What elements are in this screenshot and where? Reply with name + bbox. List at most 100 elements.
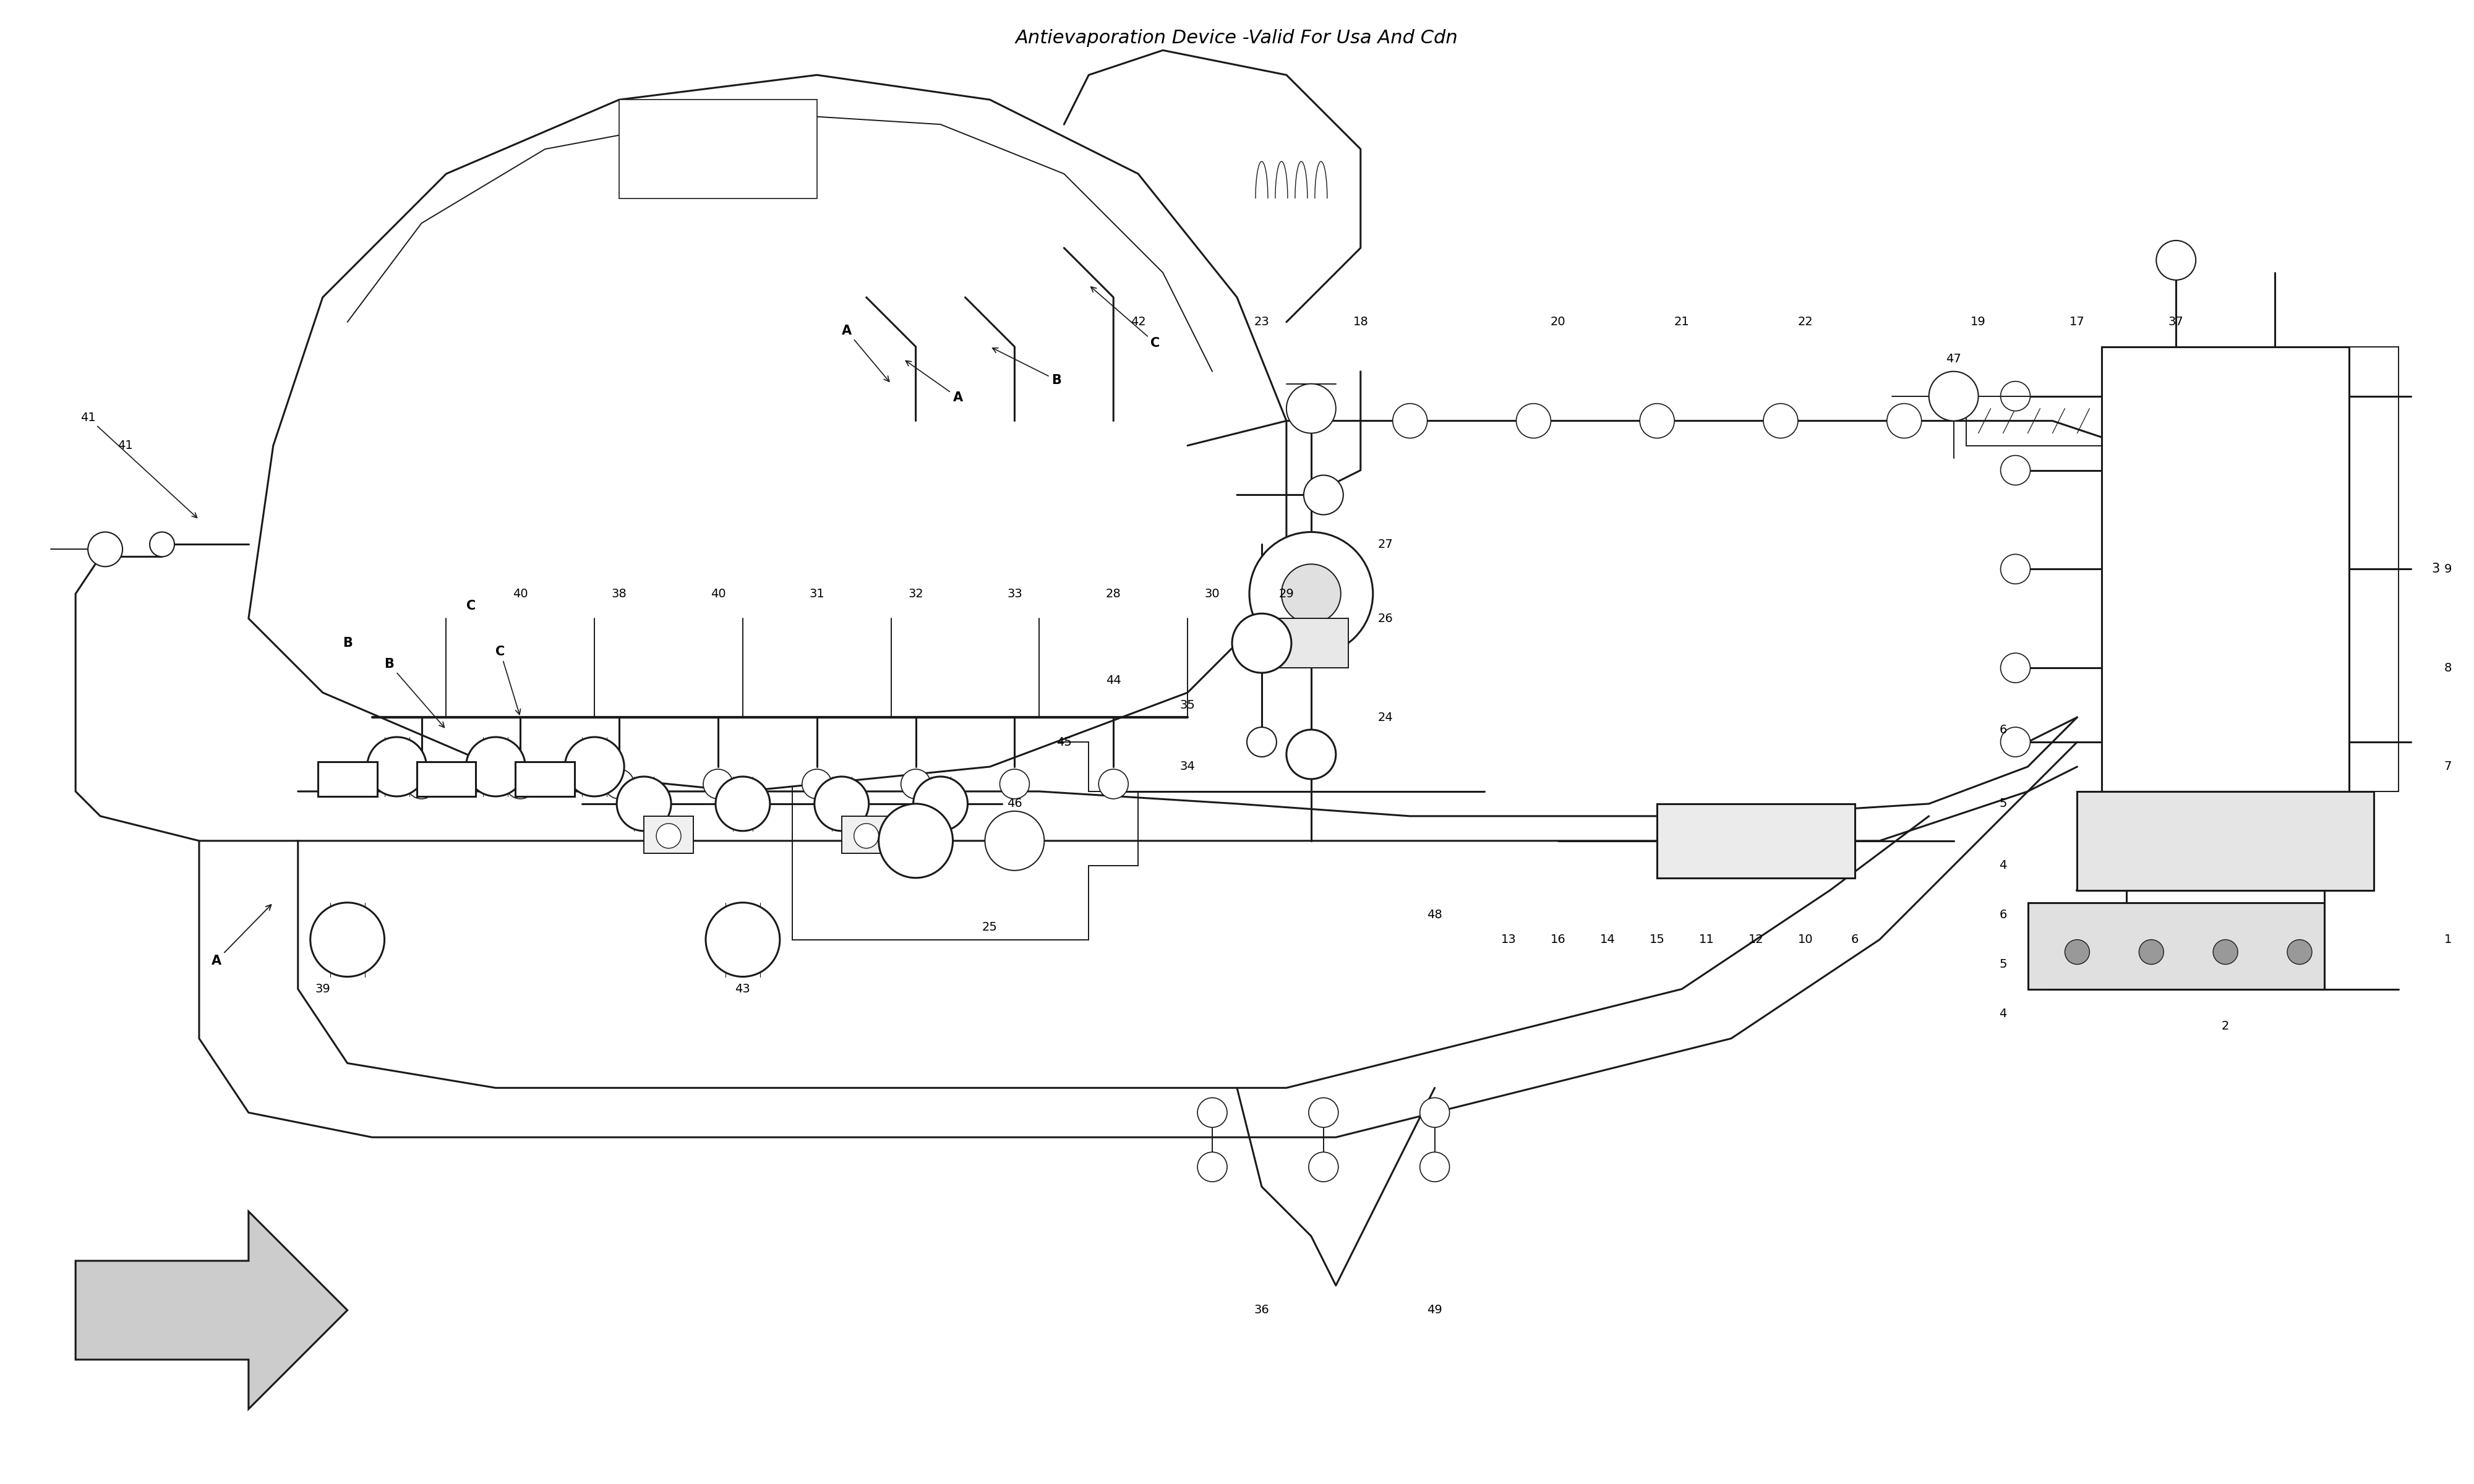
Circle shape	[2288, 939, 2311, 965]
Circle shape	[1888, 404, 1922, 438]
Text: 17: 17	[2071, 316, 2086, 328]
Circle shape	[985, 812, 1044, 871]
Text: 9: 9	[2444, 564, 2452, 574]
Text: 5: 5	[1999, 959, 2006, 971]
Circle shape	[1247, 727, 1277, 757]
Text: 16: 16	[1551, 933, 1566, 945]
Text: 27: 27	[1378, 539, 1393, 551]
Circle shape	[616, 776, 670, 831]
Bar	[317, 761, 376, 797]
Circle shape	[2001, 381, 2031, 411]
Circle shape	[656, 824, 680, 849]
Bar	[618, 99, 816, 199]
Text: 32: 32	[908, 588, 923, 600]
Text: 47: 47	[1947, 353, 1962, 365]
Circle shape	[366, 738, 426, 797]
Text: 21: 21	[1675, 316, 1690, 328]
Bar	[515, 761, 574, 797]
Bar	[1967, 396, 2103, 445]
Circle shape	[1393, 404, 1427, 438]
Text: 23: 23	[1254, 316, 1269, 328]
Bar	[2029, 902, 2323, 988]
Text: 45: 45	[1056, 736, 1071, 748]
Text: 44: 44	[1106, 674, 1121, 686]
Text: 7: 7	[2444, 761, 2452, 773]
Circle shape	[878, 804, 952, 879]
Text: 1: 1	[2444, 933, 2452, 945]
Circle shape	[1197, 1152, 1227, 1181]
Circle shape	[1420, 1098, 1450, 1128]
Circle shape	[814, 776, 868, 831]
Text: B: B	[383, 657, 445, 727]
Circle shape	[604, 769, 633, 798]
Text: C: C	[495, 646, 520, 715]
Circle shape	[1517, 404, 1551, 438]
Circle shape	[2001, 727, 2031, 757]
Polygon shape	[247, 76, 1286, 791]
Circle shape	[309, 902, 383, 976]
Text: 41: 41	[116, 439, 134, 451]
Circle shape	[703, 769, 732, 798]
Text: 5: 5	[1999, 798, 2006, 810]
Text: 22: 22	[1799, 316, 1813, 328]
Circle shape	[901, 769, 930, 798]
Text: 42: 42	[1131, 316, 1145, 328]
Bar	[1658, 804, 1856, 879]
Text: 24: 24	[1378, 711, 1393, 723]
Text: 34: 34	[1180, 761, 1195, 773]
Text: 3: 3	[2432, 562, 2439, 576]
Text: 2: 2	[2222, 1020, 2229, 1031]
Text: 6: 6	[1851, 933, 1858, 945]
Text: B: B	[341, 637, 351, 650]
Text: 48: 48	[1427, 910, 1442, 920]
Circle shape	[1282, 564, 1341, 623]
Text: 46: 46	[1007, 798, 1022, 810]
Circle shape	[89, 531, 124, 567]
Text: A: A	[210, 905, 272, 966]
Circle shape	[465, 738, 524, 797]
Circle shape	[854, 824, 878, 849]
Circle shape	[705, 902, 779, 976]
Circle shape	[151, 531, 173, 556]
Text: 14: 14	[1601, 933, 1616, 945]
Circle shape	[1764, 404, 1799, 438]
Text: 11: 11	[1700, 933, 1714, 945]
Text: 4: 4	[1999, 859, 2006, 871]
Circle shape	[1420, 1152, 1450, 1181]
Circle shape	[1309, 1098, 1338, 1128]
Polygon shape	[77, 1211, 346, 1408]
Text: 33: 33	[1007, 588, 1022, 600]
Circle shape	[2157, 240, 2197, 280]
Circle shape	[715, 776, 769, 831]
Text: A: A	[905, 361, 962, 404]
Circle shape	[1930, 371, 1979, 421]
Circle shape	[2214, 939, 2239, 965]
Circle shape	[1286, 384, 1336, 433]
Text: 37: 37	[2167, 316, 2185, 328]
Text: 28: 28	[1106, 588, 1121, 600]
Circle shape	[913, 776, 967, 831]
Text: B: B	[992, 349, 1061, 386]
Bar	[2078, 791, 2373, 890]
Text: 29: 29	[1279, 588, 1294, 600]
Circle shape	[2001, 456, 2031, 485]
Circle shape	[505, 769, 534, 798]
Text: Antievaporation Device -Valid For Usa And Cdn: Antievaporation Device -Valid For Usa An…	[1017, 30, 1457, 47]
Bar	[643, 816, 693, 853]
Text: 35: 35	[1180, 699, 1195, 711]
Text: 10: 10	[1799, 933, 1813, 945]
Text: 6: 6	[1999, 910, 2006, 920]
Circle shape	[2001, 653, 2031, 683]
Bar	[1274, 619, 1348, 668]
Text: 19: 19	[1972, 316, 1987, 328]
Text: 41: 41	[79, 411, 198, 518]
Circle shape	[999, 769, 1029, 798]
Text: 18: 18	[1353, 316, 1368, 328]
Circle shape	[1232, 613, 1291, 672]
Text: 38: 38	[611, 588, 626, 600]
Circle shape	[2140, 939, 2165, 965]
Circle shape	[2001, 554, 2031, 583]
Text: 30: 30	[1205, 588, 1220, 600]
Text: 40: 40	[512, 588, 527, 600]
Text: 40: 40	[710, 588, 725, 600]
